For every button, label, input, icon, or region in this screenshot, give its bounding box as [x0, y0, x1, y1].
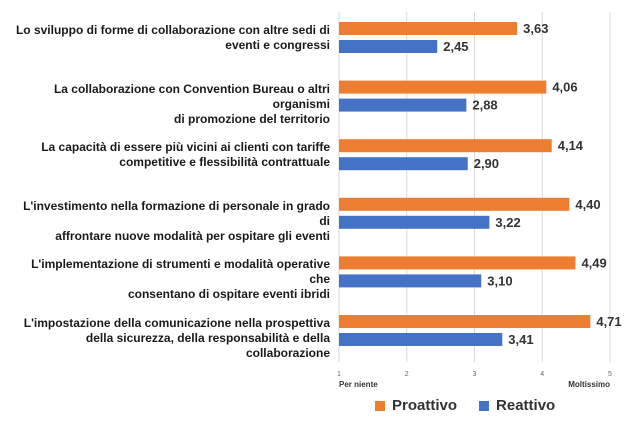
bar-reattivo-1 [339, 40, 438, 53]
bar-proattivo-6 [339, 315, 591, 328]
category-label-4-line-1: L'investimento nella formazione di perso… [23, 198, 330, 228]
category-label-1-line-1: Lo sviluppo di forme di collaborazione c… [15, 23, 330, 37]
data-label-proattivo-1: 3,63 [523, 21, 548, 36]
bar-proattivo-4 [339, 197, 570, 211]
data-label-proattivo-3: 4,14 [558, 138, 584, 153]
data-label-reattivo-2: 2,88 [472, 98, 497, 113]
category-label-4-line-2: affrontare nuove modalità per ospitare g… [55, 228, 330, 243]
data-label-proattivo-2: 4,06 [552, 80, 577, 95]
bar-proattivo-5 [339, 256, 576, 270]
category-label-3-line-2: competitive e flessibilità contrattuale [119, 155, 330, 170]
bar-reattivo-6 [339, 333, 503, 346]
x-max-caption: Moltissimo [568, 380, 610, 389]
bar-proattivo-2 [339, 80, 547, 94]
legend-item-reattivo: Reattivo [479, 397, 555, 414]
x-tick-3: 3 [473, 371, 477, 378]
data-label-reattivo-6: 3,41 [508, 332, 533, 347]
category-label-2: La collaborazione con Convention Bureau … [10, 82, 330, 127]
data-label-reattivo-4: 3,22 [495, 215, 520, 230]
legend: Proattivo Reattivo [375, 397, 555, 414]
category-label-3: La capacità di essere più vicini ai clie… [10, 140, 330, 170]
x-tick-2: 2 [405, 371, 409, 378]
bar-proattivo-3 [339, 139, 552, 153]
category-label-6-line-1: L'impostazione della comunicazione nella… [23, 316, 330, 330]
bar-reattivo-3 [339, 157, 468, 171]
bar-reattivo-5 [339, 274, 482, 288]
legend-label-proattivo: Proattivo [392, 397, 458, 414]
category-label-1: Lo sviluppo di forme di collaborazione c… [10, 23, 330, 53]
data-label-proattivo-5: 4,49 [581, 255, 606, 270]
category-label-2-line-1: La collaborazione con Convention Bureau … [53, 81, 330, 111]
legend-label-reattivo: Reattivo [496, 397, 556, 414]
x-tick-1: 1 [337, 371, 341, 378]
data-label-reattivo-1: 2,45 [443, 39, 468, 54]
legend-item-proattivo: Proattivo [375, 397, 457, 414]
category-label-4: L'investimento nella formazione di perso… [10, 199, 330, 244]
data-label-reattivo-3: 2,90 [474, 156, 499, 171]
x-min-caption: Per niente [339, 380, 378, 389]
category-label-5: L'implementazione di strumenti e modalit… [10, 257, 330, 302]
legend-swatch-proattivo [375, 400, 385, 411]
bar-proattivo-1 [339, 22, 518, 35]
bar-reattivo-4 [339, 215, 490, 229]
data-label-proattivo-4: 4,40 [575, 197, 600, 212]
category-label-1-line-2: eventi e congressi [225, 38, 330, 52]
x-tick-5: 5 [608, 371, 612, 378]
category-label-5-line-1: L'implementazione di strumenti e modalit… [31, 257, 330, 287]
data-label-reattivo-5: 3,10 [487, 273, 512, 288]
bar-reattivo-2 [339, 98, 467, 112]
category-label-6-line-2: della sicurezza, della responsabilità e … [85, 331, 330, 360]
x-tick-4: 4 [540, 371, 544, 378]
category-label-3-line-1: La capacità di essere più vicini ai clie… [41, 140, 330, 155]
category-label-2-line-2: di promozione del territorio [173, 111, 330, 126]
category-label-6: L'impostazione della comunicazione nella… [10, 316, 330, 361]
category-label-5-line-2: consentano di ospitare eventi ibridi [127, 287, 330, 302]
data-label-proattivo-6: 4,71 [596, 314, 621, 329]
legend-swatch-reattivo [479, 400, 490, 411]
